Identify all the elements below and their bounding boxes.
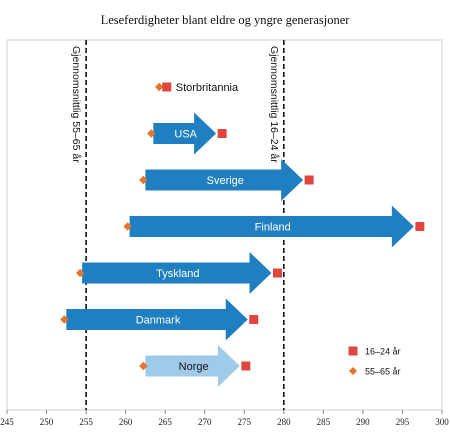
arrow-sverige (145, 159, 304, 201)
x-tick-label-290: 290 (356, 417, 370, 427)
marker-16-24-storbritannia (162, 82, 172, 92)
country-label-tyskland: Tyskland (156, 268, 199, 280)
x-tick-label-260: 260 (119, 417, 133, 427)
arrow-danmark (66, 298, 248, 341)
x-tick-label-285: 285 (317, 417, 331, 427)
reference-line-label-2: Gjennomsnittlig 16–24 år (268, 46, 280, 163)
country-label-finland: Finland (255, 222, 291, 234)
country-label-sverige: Sverige (207, 175, 244, 187)
reference-line-label-1: Gjennomsnittlig 55–65 år (70, 46, 82, 163)
x-tick-label-255: 255 (79, 417, 93, 427)
marker-55-65-danmark (60, 315, 69, 324)
marker-55-65-finland (123, 222, 132, 231)
marker-16-24-tyskland (272, 268, 282, 278)
marker-55-65-norge (139, 361, 148, 371)
marker-55-65-storbritannia (155, 82, 164, 92)
arrow-tyskland (82, 252, 272, 294)
country-label-danmark: Danmark (136, 315, 181, 327)
legend-label-55-65: 55–65 år (365, 367, 401, 377)
chart-title: Leseferdigheter blant eldre og yngre gen… (101, 13, 351, 27)
x-tick-label-275: 275 (238, 417, 252, 427)
arrow-finland (129, 205, 414, 248)
x-tick-label-280: 280 (277, 417, 291, 427)
x-tick-label-300: 300 (435, 417, 449, 427)
marker-16-24-sverige (304, 175, 314, 185)
legend-label-16-24: 16–24 år (365, 347, 401, 357)
legend-marker-55-65 (349, 367, 357, 375)
marker-55-65-usa (147, 129, 156, 138)
arrow-norge (145, 345, 240, 387)
arrow-usa (153, 112, 217, 155)
x-tick-label-295: 295 (396, 417, 410, 427)
marker-16-24-norge (241, 361, 251, 371)
legend-marker-16-24 (348, 346, 358, 356)
country-label-storbritannia: Storbritannia (176, 82, 239, 94)
country-label-usa: USA (174, 129, 197, 141)
x-tick-label-250: 250 (40, 417, 54, 427)
marker-16-24-finland (415, 222, 425, 231)
marker-16-24-usa (217, 129, 227, 138)
x-tick-label-265: 265 (158, 417, 172, 427)
x-tick-label-245: 245 (0, 417, 14, 427)
marker-55-65-tyskland (75, 268, 85, 278)
country-label-norge: Norge (179, 361, 209, 373)
x-tick-label-270: 270 (198, 417, 212, 427)
marker-55-65-sverige (139, 175, 148, 185)
marker-16-24-danmark (249, 315, 259, 324)
